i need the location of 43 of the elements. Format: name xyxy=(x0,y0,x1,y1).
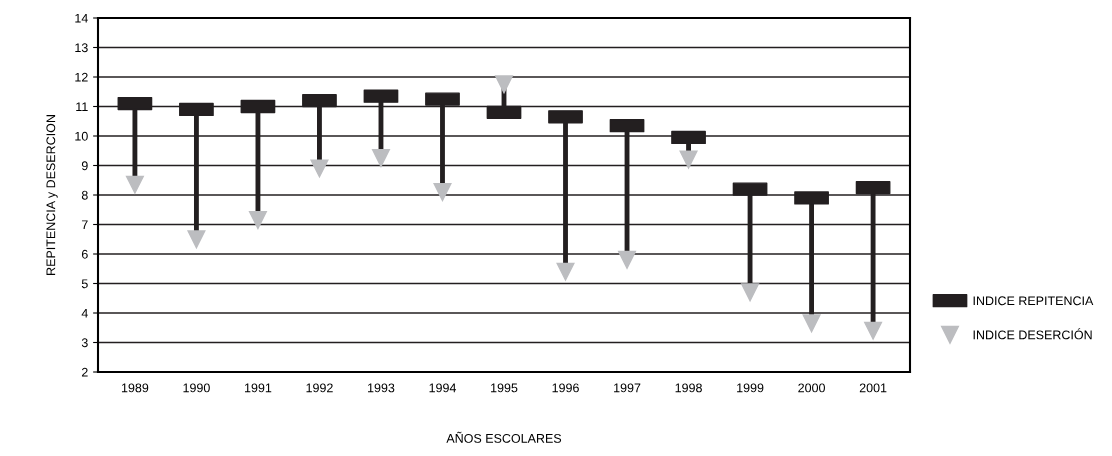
point xyxy=(310,159,329,178)
point xyxy=(556,262,575,281)
point xyxy=(494,75,514,94)
y-tick-label: 7 xyxy=(81,220,88,230)
x-tick-label: 1992 xyxy=(306,383,333,393)
x-tick-label: 1989 xyxy=(121,383,149,393)
point xyxy=(125,175,144,194)
point xyxy=(802,314,821,333)
y-axis-title: REPITENCIA y DESERCION xyxy=(46,115,58,275)
y-tick-label: 9 xyxy=(81,161,88,171)
x-tick-label: 1994 xyxy=(429,383,457,393)
y-tick-label: 11 xyxy=(76,102,88,112)
point xyxy=(679,150,698,169)
point xyxy=(864,321,883,340)
y-tick-label: 3 xyxy=(81,338,88,348)
y-tick-label: 13 xyxy=(75,43,88,53)
x-tick-label: 2000 xyxy=(798,383,825,393)
x-tick-label: 1991 xyxy=(244,383,272,393)
x-tick-label: 1998 xyxy=(675,383,702,393)
y-tick-label: 12 xyxy=(75,72,88,82)
point xyxy=(371,149,390,168)
point xyxy=(618,250,637,269)
y-tick-label: 6 xyxy=(81,249,88,259)
point xyxy=(433,183,452,202)
x-tick-label: 1997 xyxy=(614,383,641,393)
legend-label: INDICE REPITENCIA xyxy=(973,296,1094,306)
y-tick-label: 14 xyxy=(75,13,88,23)
y-tick-label: 2 xyxy=(81,367,88,377)
x-tick-label: 1993 xyxy=(368,383,395,393)
x-tick-label: 1995 xyxy=(491,383,518,393)
y-tick-label: 5 xyxy=(81,279,88,289)
x-tick-label: 1990 xyxy=(183,383,210,393)
x-tick-label: 1996 xyxy=(552,383,579,393)
y-tick-label: 10 xyxy=(75,131,88,141)
x-tick-label: 1999 xyxy=(737,383,764,393)
point xyxy=(248,211,267,230)
y-tick-label: 4 xyxy=(81,308,88,318)
legend-label: INDICE DESERCIÓN xyxy=(973,328,1092,340)
point xyxy=(187,230,206,249)
point xyxy=(741,283,760,302)
x-tick-label: 2001 xyxy=(859,383,887,393)
y-tick-label: 8 xyxy=(81,190,88,200)
x-axis-title: AÑOS ESCOLARES xyxy=(446,431,562,443)
